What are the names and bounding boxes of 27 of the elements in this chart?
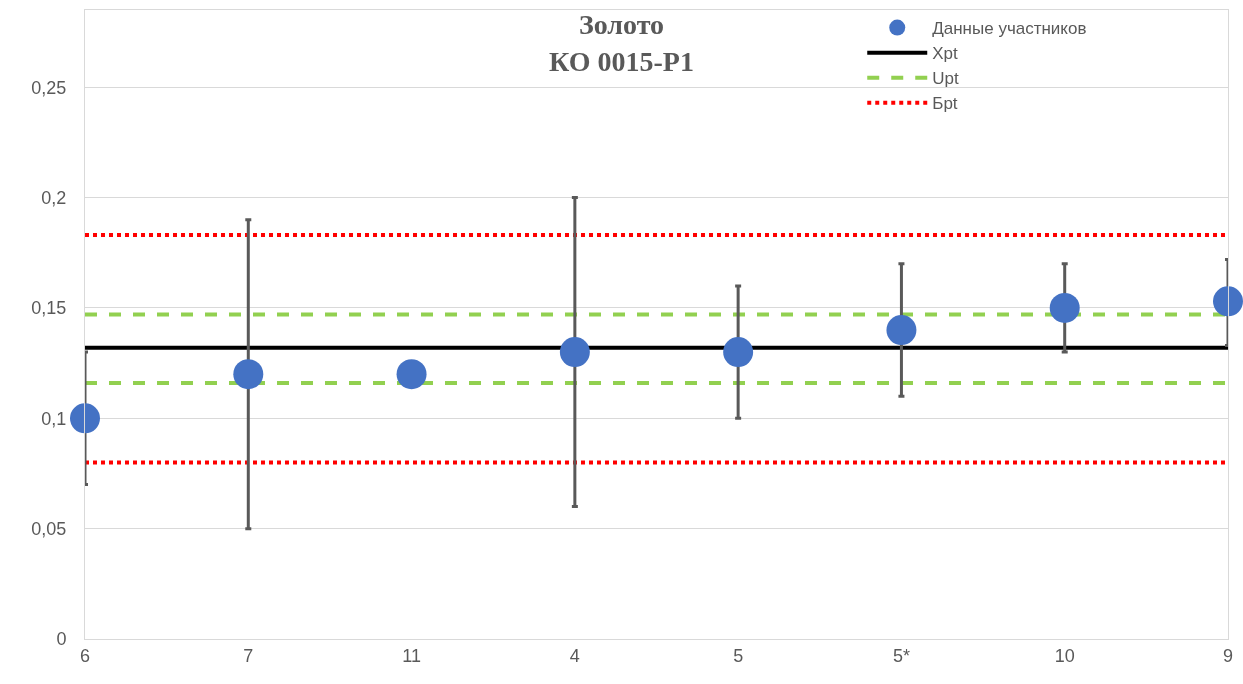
x-tick-label: 11	[402, 645, 421, 666]
point	[233, 359, 264, 390]
x-tick-label: 7	[243, 645, 254, 666]
x-tick-label: 5*	[892, 645, 910, 666]
point	[886, 315, 917, 346]
x-tick-label: 4	[569, 645, 580, 666]
legend-label: Данные участников	[932, 19, 1087, 39]
legend-label: Бpt	[932, 94, 958, 114]
point	[70, 403, 100, 434]
legend-label: Xpt	[932, 44, 959, 64]
point	[396, 359, 427, 390]
point	[723, 337, 754, 368]
y-tick-label: 0	[56, 629, 67, 650]
x-tick-label: 5	[733, 645, 744, 666]
y-tick-label: 0,25	[31, 77, 67, 98]
x-tick-label: 10	[1054, 645, 1075, 666]
point	[1213, 286, 1243, 317]
y-tick-label: 0,05	[31, 518, 67, 539]
legend-label: Upt	[932, 69, 959, 89]
point	[1049, 292, 1080, 323]
y-tick-label: 0,1	[41, 408, 67, 429]
x-tick-label: 6	[79, 645, 91, 666]
x-tick-label: 9	[1222, 645, 1234, 666]
point	[559, 337, 590, 368]
y-tick-label: 0,2	[41, 187, 67, 208]
y-tick-label: 0,15	[31, 298, 67, 319]
text: Золото КО 0015-Р1	[549, 9, 694, 77]
